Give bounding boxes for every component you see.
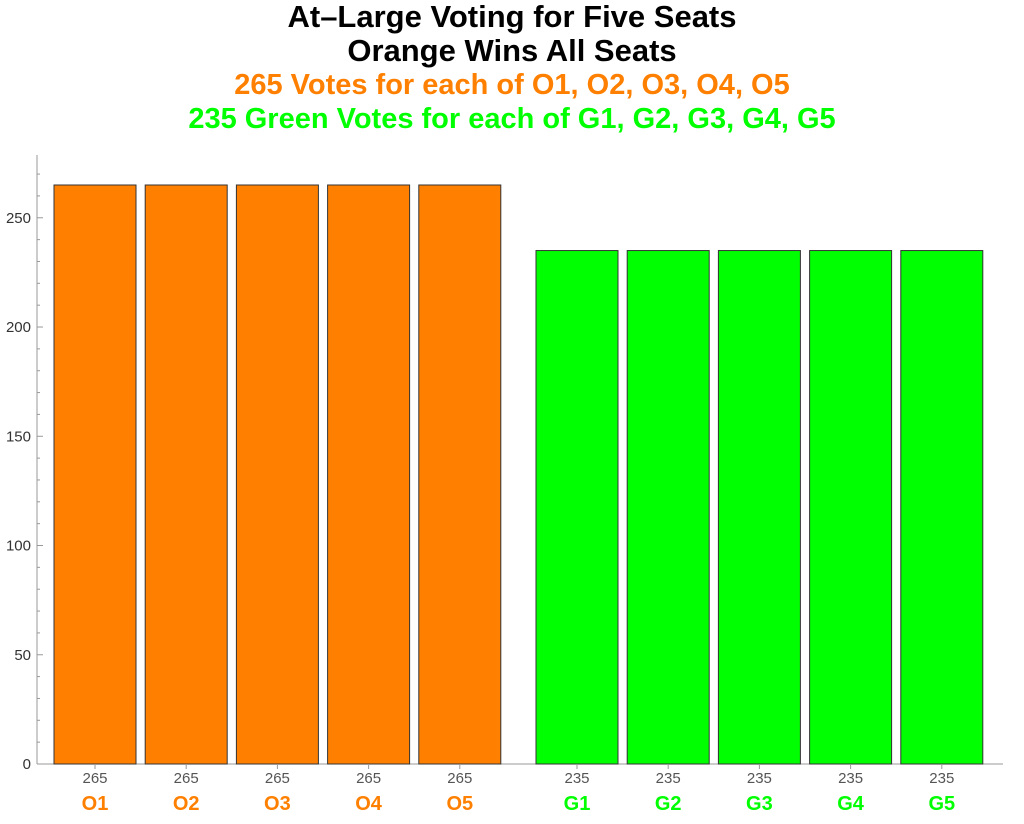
orange-annotation: 265 Votes for each of O1, O2, O3, O4, O5	[234, 69, 790, 101]
bar-o4	[327, 184, 411, 765]
data-label: 235	[838, 770, 863, 787]
y-tick-label: 100	[6, 538, 31, 555]
y-tick-label: 200	[6, 319, 31, 336]
title-block: At–Large Voting for Five Seats Orange Wi…	[0, 0, 1024, 136]
category-label: O3	[264, 793, 291, 815]
chart-title: At–Large Voting for Five Seats	[287, 0, 737, 34]
bar-o3	[235, 184, 319, 765]
bar-o2	[144, 184, 228, 765]
y-tick-label: 250	[6, 210, 31, 227]
data-label: 235	[747, 770, 772, 787]
category-label: G3	[746, 793, 773, 815]
data-label: 265	[82, 770, 107, 787]
category-label: O4	[355, 793, 383, 815]
data-label: 265	[174, 770, 199, 787]
data-label: 265	[265, 770, 290, 787]
data-label: 235	[929, 770, 954, 787]
bar-o5	[418, 184, 502, 765]
y-tick-label: 150	[6, 428, 31, 445]
data-label: 235	[656, 770, 681, 787]
bar-g3	[717, 250, 801, 765]
bar-g2	[626, 250, 710, 765]
green-annotation: 235 Green Votes for each of G1, G2, G3, …	[188, 103, 836, 135]
bar-g1	[535, 250, 619, 765]
y-tick-label: 0	[23, 756, 31, 773]
bar-g4	[809, 250, 893, 765]
category-label: O1	[82, 793, 109, 815]
data-label: 265	[356, 770, 381, 787]
category-label: G5	[928, 793, 955, 815]
category-label: G1	[564, 793, 591, 815]
y-tick-label: 50	[14, 647, 31, 664]
data-label: 265	[447, 770, 472, 787]
category-label: G4	[837, 793, 865, 815]
bar-o1	[53, 184, 137, 765]
category-label: G2	[655, 793, 682, 815]
chart-subtitle: Orange Wins All Seats	[347, 33, 677, 68]
category-label: O5	[446, 793, 473, 815]
bar-g5	[900, 250, 984, 765]
data-label: 235	[564, 770, 589, 787]
category-label: O2	[173, 793, 200, 815]
